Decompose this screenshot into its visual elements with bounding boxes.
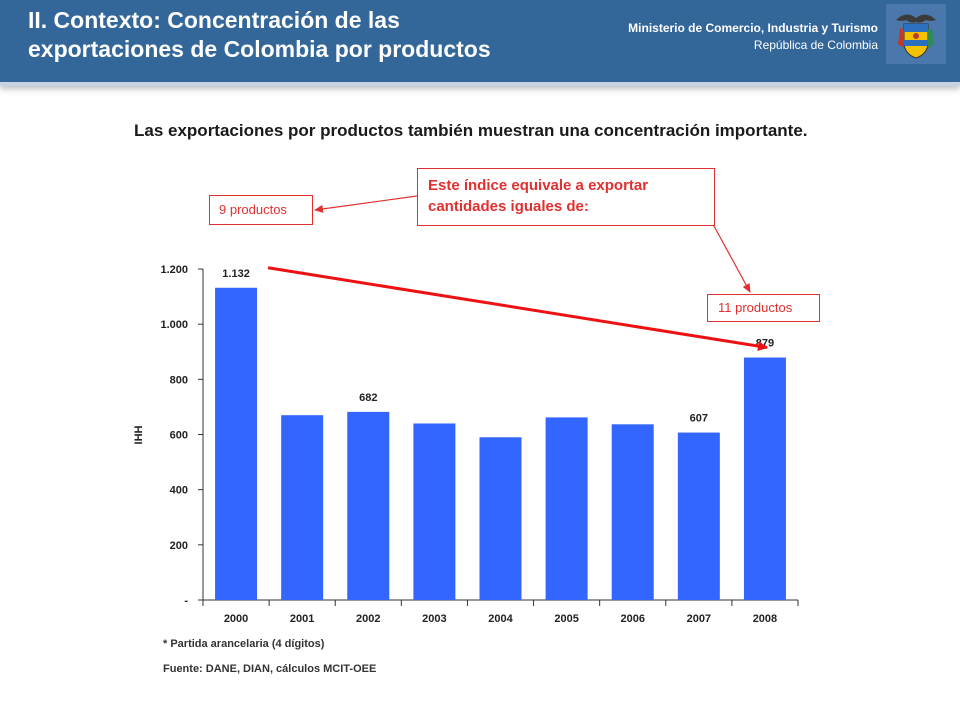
x-tick-label: 2000 xyxy=(224,613,248,625)
bar-2008 xyxy=(743,357,786,600)
x-tick-label: 2007 xyxy=(687,613,711,625)
x-tick-label: 2008 xyxy=(753,613,777,625)
country-name: República de Colombia xyxy=(753,38,878,52)
y-tick-label: 200 xyxy=(170,540,188,552)
callout-11-products: 11 productos xyxy=(707,294,820,322)
bar-2001 xyxy=(281,415,324,600)
x-tick-label: 2005 xyxy=(554,613,578,625)
data-label-2000: 1.132 xyxy=(222,268,250,280)
bar-2004 xyxy=(479,437,522,600)
ministry-block: Ministerio de Comercio, Industria y Turi… xyxy=(628,20,878,54)
callout-arrow-left xyxy=(314,195,418,213)
x-tick-label: 2002 xyxy=(356,613,380,625)
bar-2007 xyxy=(677,432,720,600)
footnote-tariff: * Partida arancelaria (4 dígitos) xyxy=(163,638,325,650)
data-label-2007: 607 xyxy=(690,413,708,425)
y-tick-label: 400 xyxy=(170,485,188,497)
bar-2005 xyxy=(545,417,588,600)
callout-main: Este índice equivale a exportar cantidad… xyxy=(417,168,715,226)
x-tick-label: 2004 xyxy=(488,613,513,625)
callout-arrow-right xyxy=(713,225,751,293)
trend-arrow xyxy=(267,266,768,352)
data-label-2002: 682 xyxy=(359,392,377,404)
y-tick-label: 1.000 xyxy=(160,319,188,331)
ministry-name: Ministerio de Comercio, Industria y Turi… xyxy=(628,21,878,35)
slide-subtitle: Las exportaciones por productos también … xyxy=(134,121,808,140)
slide-title: II. Contexto: Concentración de las expor… xyxy=(28,7,491,62)
header-bar: II. Contexto: Concentración de las expor… xyxy=(0,0,960,86)
bar-2006 xyxy=(611,424,654,600)
y-tick-label: 1.200 xyxy=(160,264,188,276)
footnote-source: Fuente: DANE, DIAN, cálculos MCIT-OEE xyxy=(163,663,377,675)
bar-2003 xyxy=(413,423,456,600)
coat-of-arms-icon xyxy=(886,4,946,64)
x-tick-label: 2001 xyxy=(290,613,314,625)
y-tick-label: 800 xyxy=(170,374,188,386)
callout-9-products: 9 productos xyxy=(209,195,313,225)
bar-2002 xyxy=(347,411,390,600)
bar-2000 xyxy=(215,287,258,600)
y-axis-label: IHH xyxy=(133,425,145,444)
y-tick-label: - xyxy=(184,595,188,607)
x-tick-label: 2006 xyxy=(620,613,644,625)
y-tick-label: 600 xyxy=(170,430,188,442)
x-tick-label: 2003 xyxy=(422,613,446,625)
